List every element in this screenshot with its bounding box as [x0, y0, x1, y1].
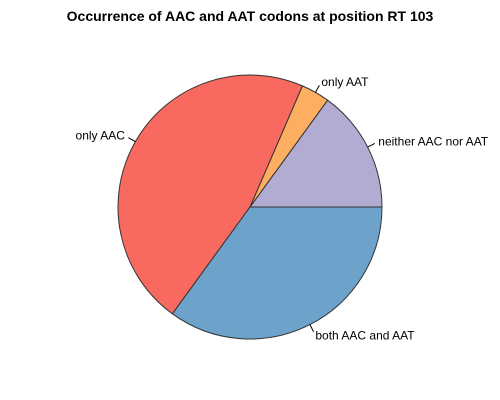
- slice-label-only-aac: only AAC: [76, 129, 126, 143]
- pie-labels: neither AAC nor AAT only AAT only AAC both …: [76, 75, 489, 342]
- leader-line-neither-aac-nor-aat: [367, 142, 375, 148]
- pie-slices: [117, 74, 383, 340]
- leader-line-both-aac-and-aat: [309, 324, 315, 332]
- leader-line-only-aac: [128, 137, 136, 143]
- slice-label-only-aat: only AAT: [321, 75, 369, 89]
- leader-line-only-aat: [314, 85, 320, 93]
- pie-slice-neither-aac-nor-aat: [249, 99, 383, 208]
- chart-title: Occurrence of AAC and AAT codons at posi…: [67, 8, 434, 24]
- slice-label-neither-aac-nor-aat: neither AAC nor AAT: [378, 135, 489, 149]
- pie-slice-only-aac: [117, 74, 303, 315]
- pie-slice-both-aac-and-aat: [171, 206, 383, 340]
- slice-label-both-aac-and-aat: both AAC and AAT: [315, 328, 415, 342]
